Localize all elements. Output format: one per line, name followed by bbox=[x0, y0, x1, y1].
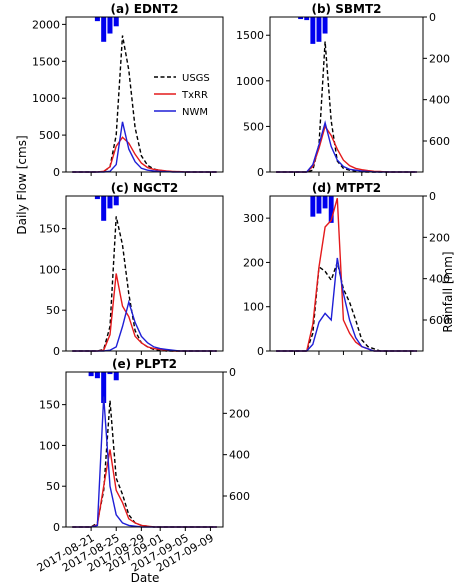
rain-bar bbox=[94, 372, 100, 379]
y-tick-label: 1000 bbox=[32, 92, 60, 105]
rain-tick-label: 0 bbox=[429, 190, 436, 203]
plot-frame bbox=[269, 16, 424, 173]
y-tick-label: 100 bbox=[39, 263, 60, 276]
series-line-txrr bbox=[72, 449, 217, 528]
rain-bar bbox=[101, 17, 107, 42]
chart-panel-1: (a) EDNT2 0 500 1000 1500 2000 USGS TxRR NWM bbox=[32, 2, 224, 179]
rain-bar bbox=[322, 17, 328, 34]
rain-tick-label: 200 bbox=[229, 407, 250, 420]
series-line-usgs bbox=[276, 41, 417, 173]
legend-label: USGS bbox=[182, 73, 210, 84]
chart-panel-2: (b) SBMT2 0 500 1000 1500 0 200 400 600 bbox=[236, 2, 450, 179]
plot-frame bbox=[65, 195, 224, 352]
panel-title: (d) MTPT2 bbox=[312, 181, 381, 195]
rain-bar bbox=[328, 196, 334, 223]
panel-title: (c) NGCT2 bbox=[111, 181, 179, 195]
series-line-usgs bbox=[72, 400, 217, 528]
rain-bar bbox=[94, 17, 100, 22]
series-line-nwm bbox=[276, 257, 417, 352]
figure-ylabel-left: Daily Flow [cms] bbox=[15, 135, 29, 234]
rain-tick-label: 600 bbox=[229, 490, 250, 503]
chart-panel-5: (e) PLPT205010015002004006002017-08-2120… bbox=[35, 357, 250, 575]
panel-title: (b) SBMT2 bbox=[311, 2, 381, 16]
y-tick-label: 100 bbox=[243, 301, 264, 314]
rain-bar bbox=[107, 372, 113, 375]
legend-label: TxRR bbox=[181, 90, 208, 101]
y-tick-label: 0 bbox=[257, 166, 264, 179]
rain-tick-label: 200 bbox=[429, 231, 450, 244]
rain-tick-label: 200 bbox=[429, 52, 450, 65]
series-line-usgs bbox=[72, 216, 217, 352]
chart-panel-4: (d) MTPT2 0 100 200 300 0 200 400 600 bbox=[243, 181, 450, 358]
rain-bar bbox=[94, 196, 100, 200]
rain-bar bbox=[113, 196, 119, 206]
rain-bar bbox=[316, 17, 322, 42]
rain-tick-label: 400 bbox=[429, 273, 450, 286]
series-line-nwm bbox=[72, 299, 217, 352]
plot-frame bbox=[269, 195, 424, 352]
y-tick-label: 0 bbox=[53, 345, 60, 358]
legend: USGS TxRR NWM bbox=[154, 73, 210, 118]
series-line-nwm bbox=[72, 396, 217, 528]
y-tick-label: 300 bbox=[243, 212, 264, 225]
y-tick-label: 50 bbox=[46, 480, 60, 493]
rain-bar bbox=[310, 17, 316, 44]
series-line-nwm bbox=[276, 120, 417, 173]
figure-ylabel-right: Rainfall [mm] bbox=[441, 251, 455, 332]
y-tick-label: 1500 bbox=[236, 29, 264, 42]
y-tick-label: 2000 bbox=[32, 18, 60, 31]
y-tick-label: 1000 bbox=[236, 75, 264, 88]
y-tick-label: 50 bbox=[46, 304, 60, 317]
rain-bar bbox=[322, 196, 328, 209]
y-tick-label: 150 bbox=[39, 399, 60, 412]
rain-tick-label: 600 bbox=[429, 314, 450, 327]
rain-bar bbox=[113, 372, 119, 381]
y-tick-label: 200 bbox=[243, 256, 264, 269]
rain-bar bbox=[298, 17, 304, 20]
rain-bar bbox=[101, 196, 107, 221]
plot-frame bbox=[65, 371, 224, 528]
y-tick-label: 0 bbox=[257, 345, 264, 358]
y-tick-label: 500 bbox=[243, 120, 264, 133]
series-line-txrr bbox=[276, 198, 417, 352]
rain-tick-label: 0 bbox=[229, 366, 236, 379]
rain-tick-label: 400 bbox=[229, 449, 250, 462]
rain-bar bbox=[304, 17, 310, 21]
series-line-txrr bbox=[72, 136, 217, 173]
rain-bar bbox=[316, 196, 322, 214]
rain-bar bbox=[310, 196, 316, 217]
series-line-usgs bbox=[72, 35, 217, 173]
y-tick-label: 150 bbox=[39, 223, 60, 236]
rain-tick-label: 600 bbox=[429, 135, 450, 148]
y-tick-label: 0 bbox=[53, 521, 60, 534]
rain-bar bbox=[107, 17, 113, 34]
rain-tick-label: 400 bbox=[429, 94, 450, 107]
panel-title: (e) PLPT2 bbox=[112, 357, 177, 371]
panel-title: (a) EDNT2 bbox=[111, 2, 179, 16]
rain-bar bbox=[107, 196, 113, 209]
figure-xlabel: Date bbox=[131, 571, 160, 585]
chart-panel-3: (c) NGCT2 0 50 100 150 bbox=[39, 181, 224, 358]
y-tick-label: 500 bbox=[39, 129, 60, 142]
series-line-nwm bbox=[72, 121, 217, 173]
rain-tick-label: 0 bbox=[429, 11, 436, 24]
legend-label: NWM bbox=[182, 107, 208, 118]
rain-bar bbox=[113, 17, 119, 27]
rain-bar bbox=[88, 372, 94, 377]
y-tick-label: 1500 bbox=[32, 55, 60, 68]
y-tick-label: 0 bbox=[53, 166, 60, 179]
series-line-txrr bbox=[276, 124, 417, 173]
y-tick-label: 100 bbox=[39, 439, 60, 452]
rain-bar bbox=[101, 372, 107, 403]
plot-frame bbox=[65, 16, 224, 173]
